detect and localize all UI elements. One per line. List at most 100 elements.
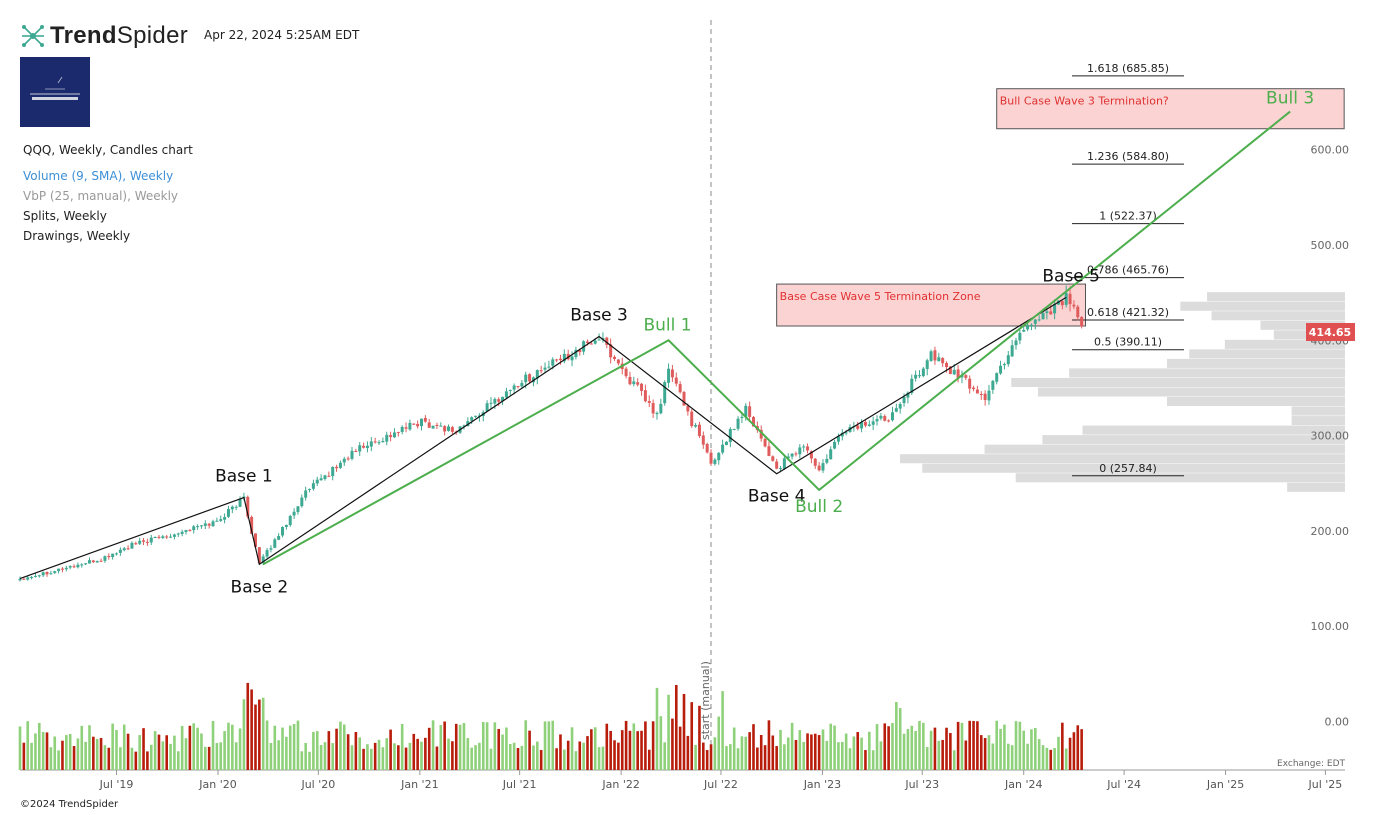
candle-body: [593, 340, 597, 344]
volume-bar: [447, 738, 450, 770]
volume-bar: [389, 729, 392, 770]
x-tick-label: Jul '24: [1106, 778, 1141, 791]
candle-body: [91, 560, 95, 563]
volume-bar: [744, 736, 748, 770]
volume-bar: [709, 744, 713, 770]
candle-body: [547, 366, 551, 368]
candle-body: [809, 451, 813, 459]
volume-bar: [377, 739, 381, 770]
candle-body: [1029, 324, 1033, 327]
fib-level-label: 0 (257.84): [1099, 462, 1157, 475]
candle-body: [350, 450, 354, 459]
candle-body: [748, 406, 752, 417]
volume-bar: [493, 722, 497, 770]
x-tick-label: Jul '19: [99, 778, 134, 791]
candle-body: [250, 516, 254, 534]
legend-volume[interactable]: Volume (9, SMA), Weekly: [23, 169, 174, 183]
volume-bar: [431, 720, 435, 770]
chart-legend: QQQ, Weekly, Candles chart Volume (9, SM…: [23, 140, 193, 246]
candle-body: [585, 341, 589, 344]
volume-bar: [26, 721, 30, 770]
volume-bar: [92, 736, 95, 770]
base-wave-label: Base 1: [215, 467, 273, 487]
wave-drawings[interactable]: Base 1 Base 2 Base 3 Base 4 Base 5 Bull 1 Bull…: [19, 89, 1314, 598]
volume-bar: [891, 723, 894, 770]
candle-body: [833, 441, 837, 449]
volume-bar: [763, 745, 767, 770]
candle-body: [643, 390, 647, 402]
volume-bar: [624, 720, 628, 770]
volume-bar: [489, 748, 493, 770]
base-wave-label: Base 2: [231, 577, 289, 597]
volume-bar: [968, 720, 971, 770]
candle-body: [983, 393, 987, 401]
volume-bar: [860, 737, 863, 770]
volume-bar: [945, 727, 948, 770]
volume-bar: [837, 742, 840, 770]
bull-wave-line: [262, 110, 1291, 566]
candle-body: [910, 378, 914, 393]
volume-bar: [149, 744, 153, 770]
candle-body: [890, 412, 894, 421]
volume-bar: [80, 725, 84, 770]
candle-body: [157, 536, 161, 538]
candle-body: [342, 458, 346, 463]
volume-bar: [821, 729, 825, 770]
volume-bar: [840, 741, 844, 770]
volume-bar: [794, 740, 798, 770]
candle-body: [26, 577, 30, 580]
candle-body: [184, 530, 188, 533]
candle-body: [879, 415, 883, 419]
volume-bar: [242, 699, 246, 770]
volume-bar: [1006, 743, 1010, 770]
candle-body: [651, 403, 655, 414]
candle-body: [840, 432, 844, 437]
legend-splits[interactable]: Splits, Weekly: [23, 209, 107, 223]
volume-bar: [1030, 729, 1033, 770]
fib-level-label: 0.5 (390.11): [1094, 336, 1162, 349]
candle-body: [701, 435, 705, 445]
brand-name-bold: Trend: [50, 22, 117, 49]
vbp-row: [922, 463, 1345, 473]
volume-bar: [964, 740, 968, 770]
volume-bar: [258, 699, 261, 770]
candle-body: [362, 445, 366, 448]
candle-body: [68, 566, 72, 568]
y-tick-label: 500.00: [1311, 239, 1350, 252]
candle-body: [223, 517, 227, 520]
volume-bar: [103, 745, 107, 770]
volume-bar: [655, 687, 659, 770]
volume-bar: [362, 748, 365, 770]
brand-logo[interactable]: TrendSpider: [20, 22, 188, 50]
volume-bar: [180, 725, 184, 770]
volume-bar: [825, 740, 829, 770]
candle-body: [543, 367, 547, 370]
legend-main-series[interactable]: QQQ, Weekly, Candles chart: [23, 143, 193, 157]
candle-body: [636, 382, 640, 385]
vbp-row: [900, 454, 1345, 464]
candle-body: [149, 537, 153, 543]
volume-bar: [223, 731, 226, 770]
legend-drawings[interactable]: Drawings, Weekly: [23, 229, 131, 243]
volume-bar: [914, 731, 917, 770]
volume-bar: [238, 728, 242, 770]
candle-body: [535, 370, 539, 379]
volume-bar: [875, 724, 879, 770]
volume-bar: [516, 748, 520, 770]
volume-bar: [752, 724, 755, 770]
volume-bar: [215, 743, 219, 770]
volume-bar: [532, 745, 535, 770]
volume-bar: [373, 742, 377, 770]
volume-bar: [292, 724, 296, 770]
volume-bar: [705, 749, 709, 770]
volume-bar: [613, 740, 616, 770]
fib-level-label: 1.236 (584.80): [1087, 150, 1169, 163]
volume-bar: [165, 735, 168, 770]
volume-bar: [694, 744, 697, 770]
candle-body: [335, 466, 339, 469]
volume-bar: [184, 738, 188, 770]
volume-bar: [315, 731, 319, 770]
candle-body: [694, 425, 698, 427]
legend-vbp[interactable]: VbP (25, manual), Weekly: [23, 189, 179, 203]
